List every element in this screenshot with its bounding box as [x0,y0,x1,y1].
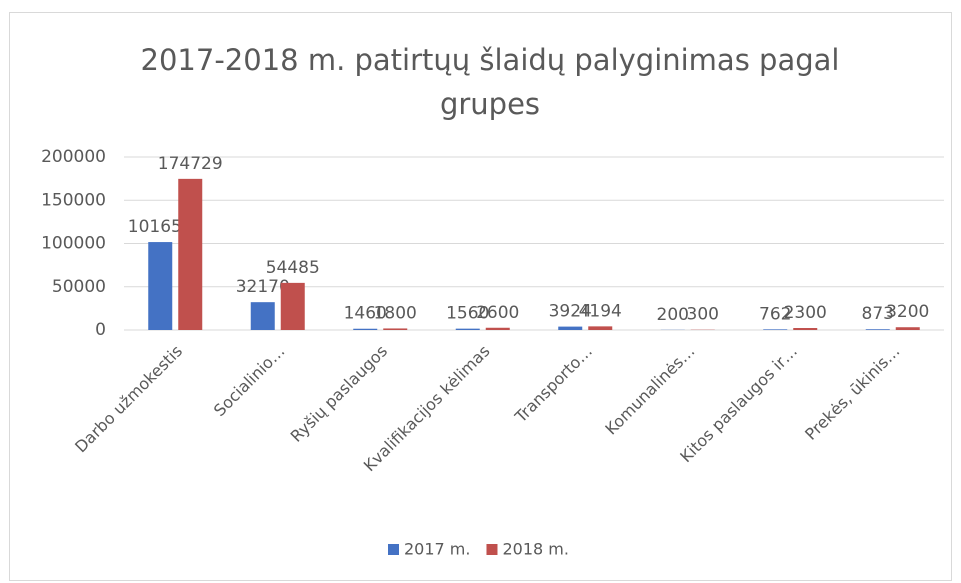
chart-title: 2017-2018 m. patirtųų šlaidų palyginimas… [140,43,840,121]
data-label: 3200 [886,302,929,322]
data-label: 54485 [266,258,320,278]
bar [148,242,173,330]
data-label: 32170 [236,277,290,297]
bar [793,328,818,330]
bar [485,327,510,330]
y-tick-label: 0 [95,320,106,340]
data-label: 3924 [549,302,592,322]
bar [895,327,920,330]
data-label: 873 [862,304,894,324]
data-label: 1800 [374,303,417,323]
bar [353,328,378,330]
y-tick-label: 200000 [41,147,106,167]
y-tick-label: 150000 [41,190,106,210]
bar [865,329,890,330]
bar [455,328,480,330]
bar [280,282,305,330]
bar [558,326,583,330]
legend-swatch [388,544,399,555]
legend-label: 2017 m. [404,540,470,559]
data-label: 174729 [158,154,223,174]
bar [588,326,613,330]
bar [178,178,203,330]
bar [383,328,408,330]
data-label: 300 [687,305,719,325]
bar [763,329,788,330]
legend-label: 2018 m. [502,540,568,559]
data-label: 1560 [446,304,489,324]
legend-swatch [486,544,498,555]
data-label: 200 [657,305,689,325]
y-tick-label: 100000 [41,234,106,254]
data-label: 101658 [128,217,193,237]
data-label: 4194 [579,301,622,321]
data-label: 2300 [784,303,827,323]
bar [250,302,275,330]
y-tick-label: 50000 [52,277,106,297]
data-label: 1460 [344,304,387,324]
data-label: 2600 [476,303,519,323]
data-label: 762 [759,304,791,324]
